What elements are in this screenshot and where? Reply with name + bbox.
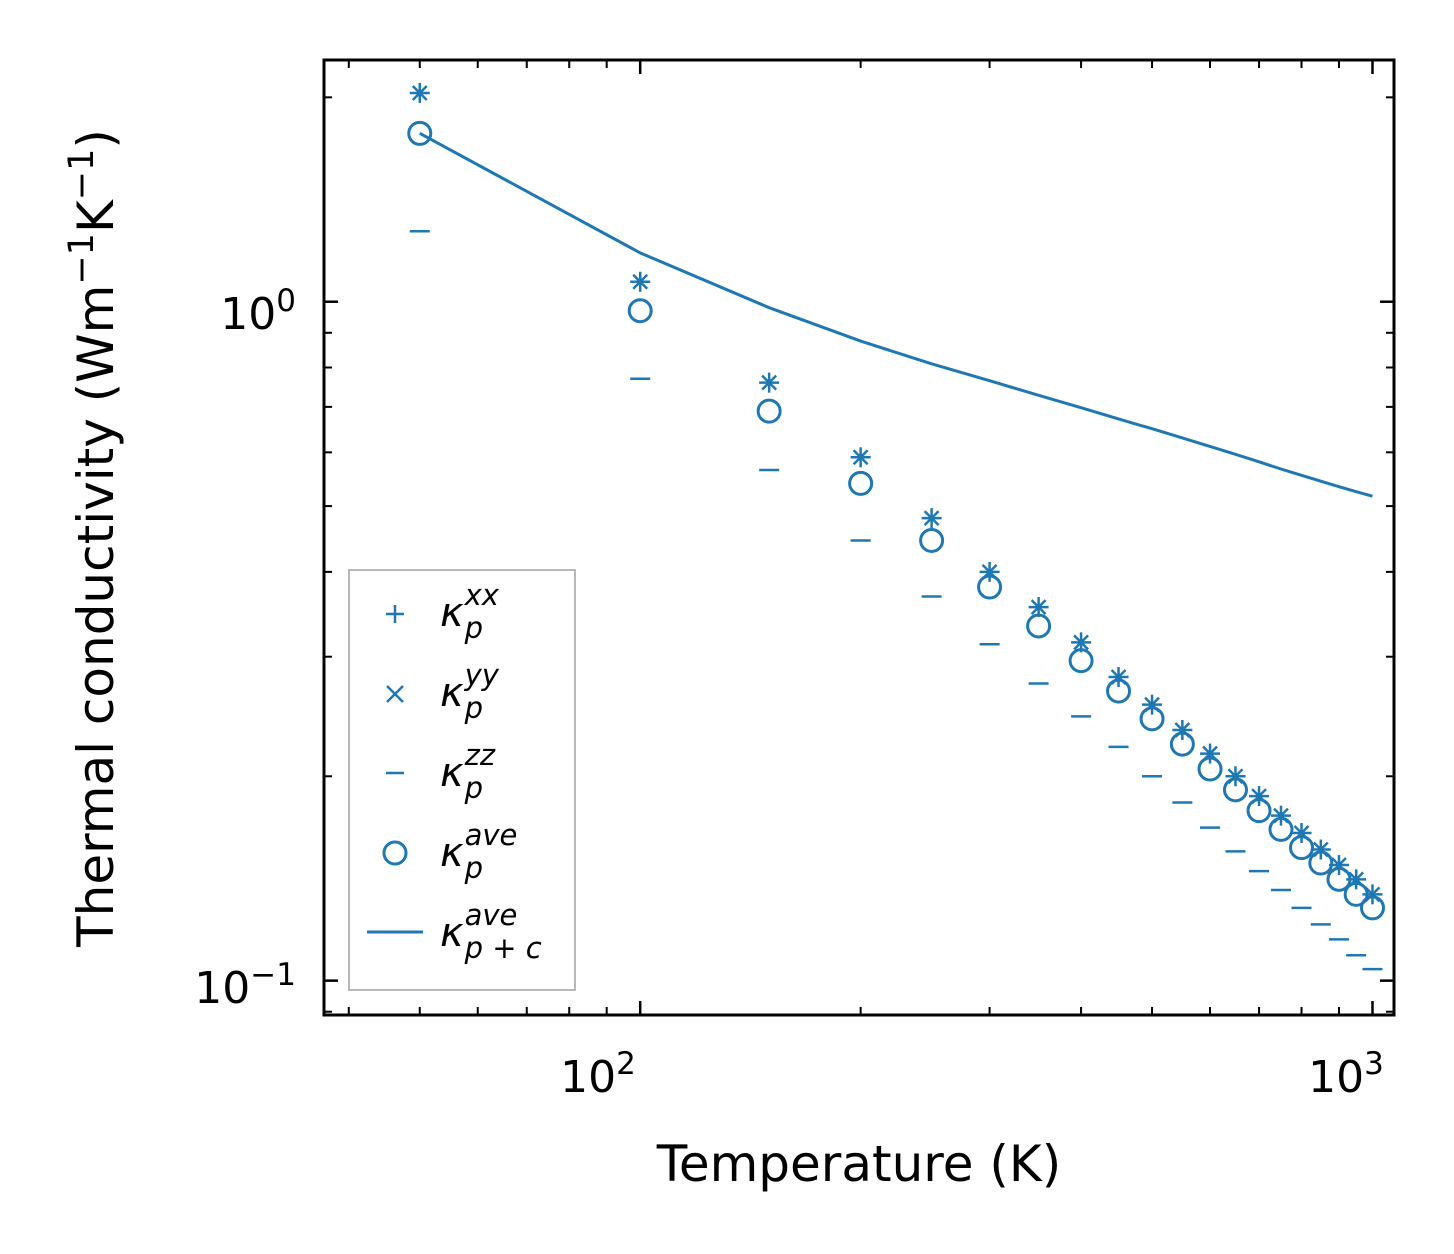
legend-keys [367, 605, 423, 934]
point-kappa_p_yy-b [923, 510, 940, 527]
y-axis-label: Thermal conductivity (Wm−1K−1) [62, 129, 125, 948]
legend-label-yy: κpyy [440, 658, 500, 725]
point-kappa_p_ave [1289, 835, 1315, 861]
x-axis-label: Temperature (K) [656, 1135, 1061, 1193]
point-kappa_p_ave [1222, 777, 1248, 803]
point-kappa_p_yy-b [1073, 634, 1089, 651]
series-kappa_p_zz [409, 229, 1383, 971]
series-kappa_pc_ave [419, 132, 1373, 498]
series-kappa_p_ave [407, 120, 1385, 921]
legend-box [348, 569, 576, 991]
point-kappa_p_ave [627, 298, 653, 324]
point-kappa_p_ave [1359, 895, 1385, 921]
point-kappa_p_yy-b [761, 374, 778, 391]
point-kappa_p_ave [1246, 798, 1272, 824]
point-kappa_p_ave [1343, 881, 1369, 907]
point-kappa_p_yy-b [852, 449, 869, 466]
tick-labels: 102 103 100 10−1 [194, 283, 1384, 1103]
point-kappa_p_ave [1026, 613, 1052, 639]
point-kappa_p_ave [848, 470, 874, 496]
legend-label-pc-ave: κp + cave [440, 898, 542, 965]
point-kappa_p_ave [1326, 866, 1352, 892]
point-kappa_p_ave [977, 574, 1003, 600]
point-kappa_p_ave [1197, 756, 1223, 782]
legend-label-zz: κpzz [440, 738, 496, 805]
legend: κpxx κpyy κpzz κpave κp + cave [348, 569, 576, 991]
point-kappa_p_yy [923, 510, 940, 527]
legend-label-ave: κpave [440, 818, 517, 885]
point-kappa_p_ave [756, 398, 782, 424]
point-kappa_p_yy [852, 449, 869, 466]
point-kappa_p_ave [1308, 850, 1334, 876]
point-kappa_p_yy-b [1030, 599, 1047, 615]
y-tick-label-1: 100 [220, 283, 296, 340]
legend-key-x [386, 685, 404, 703]
point-kappa_p_yy [632, 273, 649, 290]
x-tick-label-100: 102 [560, 1046, 636, 1103]
y-tick-label-0.1: 10−1 [194, 957, 296, 1014]
legend-label-xx: κpxx [440, 578, 500, 645]
point-kappa_p_ave [1139, 706, 1165, 732]
point-kappa_p_yy-b [632, 273, 649, 290]
line-kappa_pc_ave [419, 132, 1373, 498]
plot-frame [322, 58, 1396, 1017]
point-kappa_p_yy [411, 85, 428, 101]
point-kappa_p_ave [1106, 678, 1132, 704]
series-layer [407, 82, 1385, 971]
legend-key-x-b [386, 685, 404, 703]
point-kappa_p_ave [919, 527, 945, 553]
point-kappa_p_yy [1073, 634, 1089, 651]
point-kappa_p_ave [1068, 648, 1094, 674]
major-ticks [324, 60, 1394, 1015]
point-kappa_p_ave [407, 120, 433, 146]
legend-key-plus [386, 605, 404, 623]
point-kappa_p_ave [1268, 816, 1294, 842]
legend-key-circle [382, 840, 408, 866]
point-kappa_p_ave [1169, 731, 1195, 757]
x-tick-label-1000: 103 [1308, 1046, 1384, 1103]
point-kappa_p_yy-b [411, 85, 428, 101]
point-kappa_p_yy [1030, 599, 1047, 615]
point-kappa_p_yy [761, 374, 778, 391]
